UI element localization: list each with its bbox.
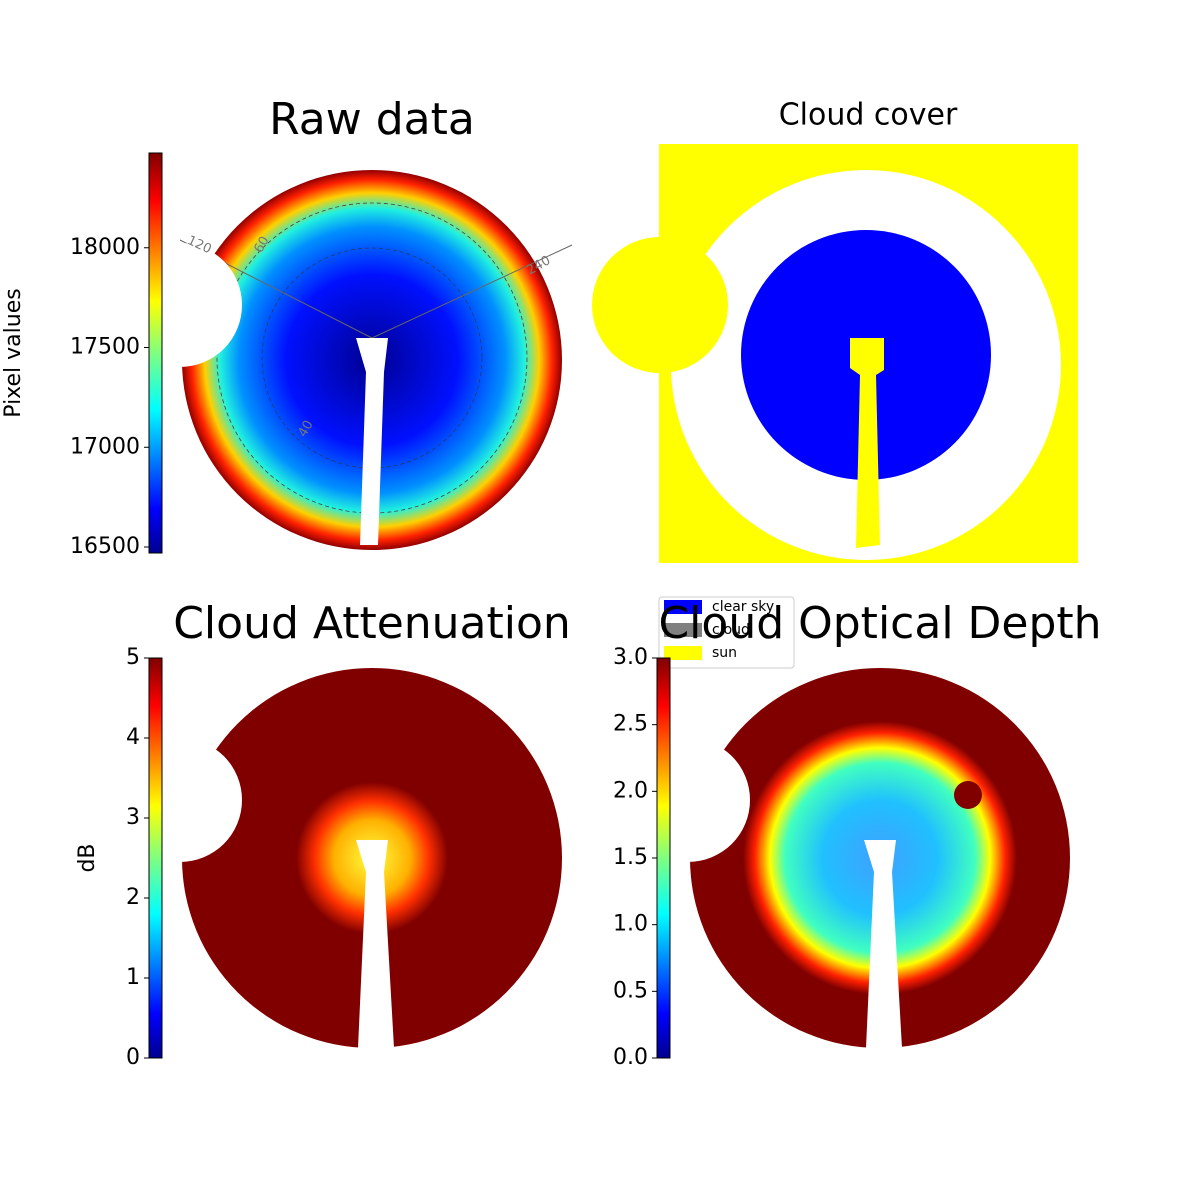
colorbar-tick-label: 0.5 bbox=[613, 978, 648, 1003]
legend-swatch bbox=[664, 600, 702, 614]
colorbar bbox=[148, 152, 163, 554]
colorbar-tick-label: 0.0 bbox=[613, 1045, 648, 1070]
legend-label: clear sky bbox=[712, 599, 774, 615]
panel-title: Cloud Attenuation bbox=[173, 598, 571, 649]
colorbar-tick-label: 0 bbox=[126, 1045, 140, 1070]
legend-label: sun bbox=[712, 645, 737, 661]
colorbar-tick-label: 18000 bbox=[70, 235, 140, 260]
panel-title: Cloud cover bbox=[779, 98, 958, 133]
colorbar-tick-label: 3.0 bbox=[613, 645, 648, 670]
colorbar bbox=[148, 657, 163, 1059]
panel-title: Raw data bbox=[269, 94, 475, 145]
colorbar-tick-label: 3 bbox=[126, 805, 140, 830]
colorbar-tick-label: 1 bbox=[126, 965, 140, 990]
colorbar-tick-label: 1.0 bbox=[613, 912, 648, 937]
colorbar-tick-label: 16500 bbox=[70, 534, 140, 559]
colorbar-label: dB bbox=[75, 843, 100, 872]
colorbar-tick-label: 2 bbox=[126, 885, 140, 910]
optical-depth-image bbox=[626, 668, 1070, 1048]
legend-swatch bbox=[664, 623, 702, 637]
colorbar-tick-label: 4 bbox=[126, 725, 140, 750]
panel-title: Cloud Optical Depth bbox=[658, 598, 1101, 649]
legend-label: cloud bbox=[712, 622, 750, 638]
colorbar-label: Pixel values bbox=[1, 288, 26, 417]
cloud-cover-image bbox=[592, 144, 1078, 563]
colorbar-tick-label: 17000 bbox=[70, 434, 140, 459]
colorbar bbox=[656, 657, 671, 1059]
colorbar-tick-label: 2.5 bbox=[613, 712, 648, 737]
polar-label: 60 bbox=[252, 234, 273, 256]
legend-swatch bbox=[664, 646, 702, 660]
colorbar-tick-label: 5 bbox=[126, 645, 140, 670]
colorbar-tick-label: 17500 bbox=[70, 335, 140, 360]
colorbar-tick-label: 2.0 bbox=[613, 778, 648, 803]
raw-image bbox=[118, 170, 573, 550]
polar-label: 40 bbox=[296, 418, 317, 440]
attenuation-image bbox=[118, 668, 562, 1048]
colorbar-tick-label: 1.5 bbox=[613, 845, 648, 870]
